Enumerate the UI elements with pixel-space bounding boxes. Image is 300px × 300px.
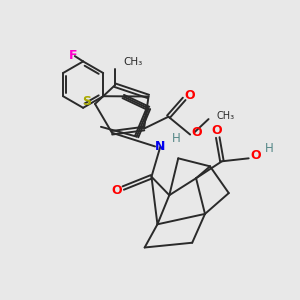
Text: O: O	[191, 126, 202, 139]
Text: N: N	[155, 140, 166, 153]
Text: H: H	[172, 132, 180, 145]
Text: O: O	[111, 184, 122, 197]
Text: CH₃: CH₃	[123, 57, 142, 67]
Text: O: O	[184, 89, 195, 102]
Text: CH₃: CH₃	[217, 110, 235, 121]
Text: S: S	[82, 95, 91, 108]
Text: O: O	[251, 149, 261, 162]
Text: O: O	[211, 124, 222, 137]
Text: F: F	[68, 49, 77, 62]
Text: H: H	[265, 142, 273, 155]
